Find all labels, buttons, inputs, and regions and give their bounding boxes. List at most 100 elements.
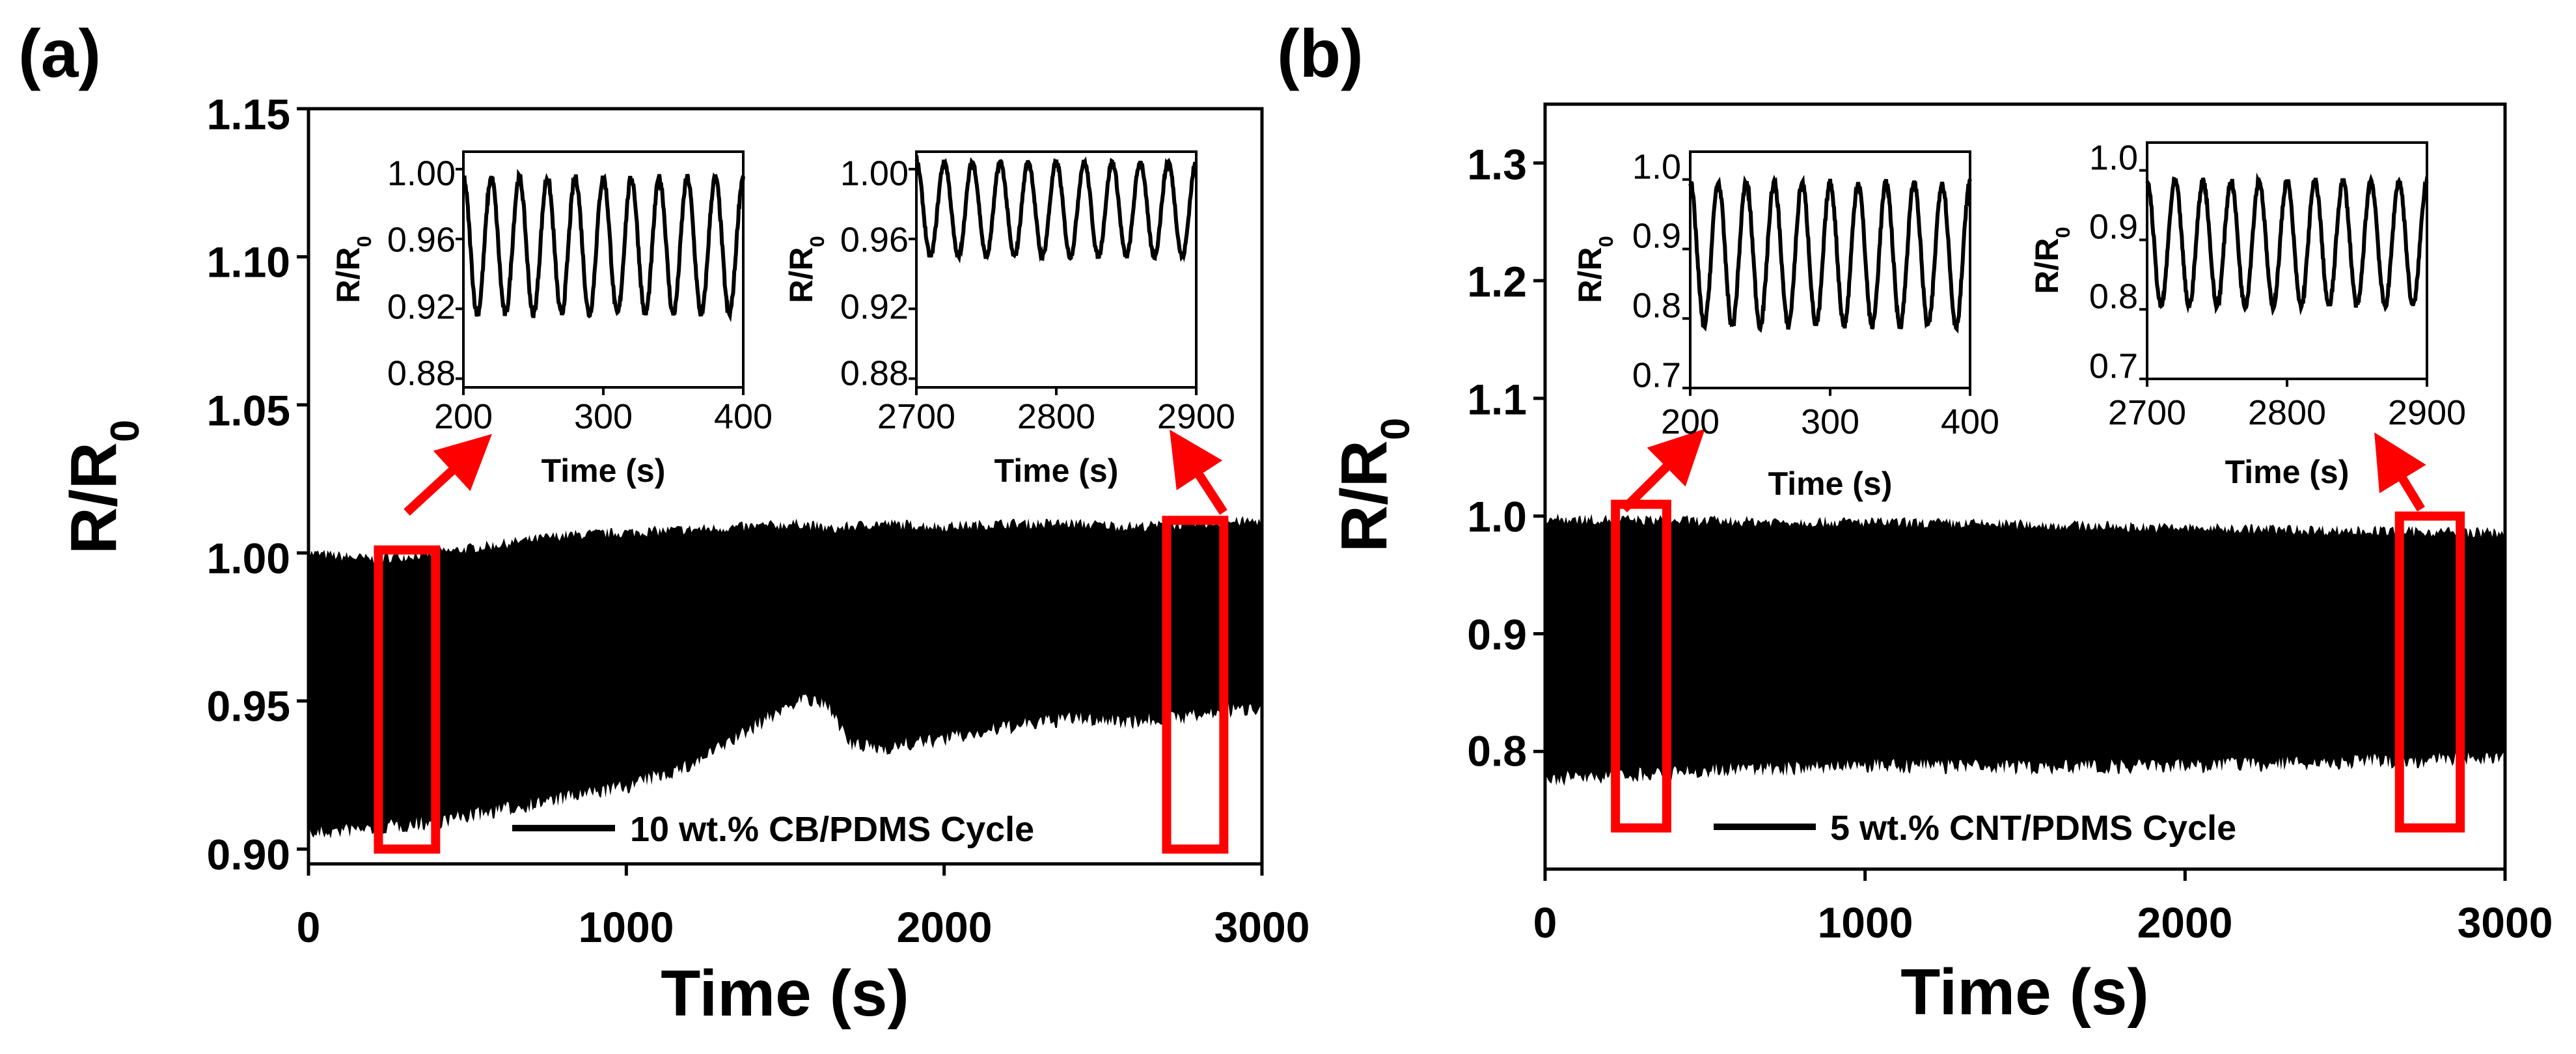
panel-a-ytick-5: 1.15 [207, 90, 290, 138]
panel-a-inset-early-ytick-0: 0.88 [387, 354, 456, 393]
panel-a-inset-late-frame [915, 150, 1198, 389]
panel-b-xtick-1: 1000 [1818, 898, 1913, 947]
panel-a-ylabel: R/R0 [57, 420, 148, 555]
panel-b-inset-late-ytick-3: 1.0 [2089, 138, 2138, 177]
panel-b-xtick-2: 2000 [2137, 898, 2233, 947]
panel-a-inset-early-xtick-1: 300 [574, 397, 633, 436]
panel-b-inset-late-ytick-0: 0.7 [2089, 346, 2138, 385]
panel-b-xtick-3: 3000 [2458, 898, 2553, 947]
panel-a-ticks [297, 107, 1264, 876]
panel-b-highlight-boxes [1611, 499, 2465, 833]
panel-b: (b) 0 1000 2000 3000 0.8 0.9 1.0 1.1 1.2… [1277, 16, 2553, 1029]
panel-b-inset-late-ytick-2: 0.9 [2089, 207, 2138, 246]
panel-b-highlight-box-late [2394, 511, 2465, 833]
panel-b-inset-early-ytick-2: 0.9 [1632, 216, 1681, 255]
panel-a-inset-late-xtick-2: 2900 [1157, 397, 1235, 436]
panel-b-label: (b) [1277, 16, 1363, 92]
panel-b-inset-late: 0.7 0.8 0.9 1.0 2700 2800 2900 Time (s) … [2029, 138, 2466, 490]
panel-a-inset-late-ylabel: R/R0 [783, 236, 829, 303]
panel-a-inset-late-xtick-0: 2700 [877, 397, 955, 436]
panel-a-arrow-early [404, 434, 492, 516]
panel-a-signal-envelope [308, 516, 1262, 841]
panel-a-inset-early-ytick-1: 0.92 [387, 287, 456, 326]
panel-a-inset-late-ytick-3: 1.00 [840, 154, 909, 193]
panel-b-xtick-0: 0 [1533, 898, 1557, 947]
panel-a-xtick-0: 0 [297, 903, 321, 951]
panel-b-ylabel: R/R0 [1328, 418, 1418, 553]
panel-b-inset-late-xtick-1: 2800 [2248, 393, 2326, 432]
panel-b-inset-early-ytick-0: 0.7 [1632, 355, 1681, 395]
panel-a-inset-early-ticks [456, 167, 745, 395]
panel-a-ytick-2: 1.00 [207, 534, 290, 582]
panel-b-arrow-late [2374, 432, 2426, 512]
panel-a-inset-early-ylabel: R/R0 [330, 236, 376, 303]
panel-b-axes-frame [1543, 102, 2507, 871]
panel-b-highlight-box-early [1611, 499, 1671, 833]
panel-a-axes-frame [307, 107, 1264, 866]
panel-b-legend-label: 5 wt.% CNT/PDMS Cycle [1830, 809, 2236, 848]
panel-b-inset-early-xlabel: Time (s) [1768, 465, 1893, 502]
panel-a-inset-early-xlabel: Time (s) [541, 452, 666, 489]
panel-a-inset-late-ytick-0: 0.88 [840, 354, 909, 393]
panel-a-highlight-box-early [374, 545, 441, 854]
panel-a-inset-early-xtick-0: 200 [434, 397, 493, 436]
panel-a-xtick-2: 2000 [897, 903, 993, 951]
panel-b-inset-early-ylabel: R/R0 [1572, 236, 1617, 303]
panel-b-plot: 0 1000 2000 3000 0.8 0.9 1.0 1.1 1.2 1.3… [1328, 102, 2553, 1029]
panel-b-inset-late-ytick-1: 0.8 [2089, 277, 2138, 316]
panel-a-highlight-box-late [1162, 516, 1229, 854]
panel-a: (a) 0 1000 2000 3000 0.90 0.95 1.00 1.05… [18, 16, 1309, 1030]
panel-a-inset-early: 0.88 0.92 0.96 1.00 200 300 400 Time (s)… [330, 150, 773, 489]
panel-a-label: (a) [18, 16, 101, 92]
panel-b-inset-late-xtick-0: 2700 [2108, 393, 2186, 432]
panel-b-xlabel: Time (s) [1900, 956, 2149, 1029]
panel-b-inset-early-xtick-0: 200 [1661, 402, 1720, 441]
panel-a-xlabel: Time (s) [661, 957, 909, 1030]
panel-b-inset-early-trace [1688, 174, 1972, 334]
panel-a-inset-early-ytick-3: 1.00 [387, 154, 456, 193]
panel-a-ytick-1: 0.95 [207, 682, 290, 730]
panel-b-legend: 5 wt.% CNT/PDMS Cycle [1714, 809, 2236, 848]
panel-b-inset-late-ticks [2139, 169, 2428, 387]
panel-b-signal-envelope [1545, 513, 2505, 786]
panel-b-ytick-3: 1.1 [1467, 375, 1527, 423]
panel-b-ytick-0: 0.8 [1467, 727, 1527, 775]
panel-b-ytick-4: 1.2 [1467, 257, 1527, 305]
panel-a-inset-late: 0.88 0.92 0.96 1.00 2700 2800 2900 Time … [783, 150, 1235, 489]
panel-a-inset-late-ytick-1: 0.92 [840, 287, 909, 326]
panel-b-ytick-2: 1.0 [1467, 492, 1527, 540]
panel-a-inset-late-ytick-2: 0.96 [840, 220, 909, 259]
panel-a-arrow-late [1170, 429, 1227, 515]
panel-a-xtick-1: 1000 [579, 903, 674, 951]
panel-b-inset-early-xtick-1: 300 [1801, 402, 1859, 441]
panel-a-ytick-4: 1.10 [207, 238, 290, 286]
panel-a-plot: 0 1000 2000 3000 0.90 0.95 1.00 1.05 1.1… [57, 90, 1309, 1030]
panel-a-inset-early-ytick-2: 0.96 [387, 220, 456, 259]
panel-b-inset-early-xtick-2: 400 [1941, 402, 1999, 441]
panel-b-inset-late-xtick-2: 2900 [2388, 393, 2466, 432]
panel-a-inset-early-trace [461, 169, 745, 322]
panel-b-inset-early-ytick-3: 1.0 [1632, 147, 1681, 186]
panel-b-inset-late-xlabel: Time (s) [2225, 454, 2350, 490]
panel-a-inset-late-xtick-1: 2800 [1017, 397, 1095, 436]
panel-a-xtick-3: 3000 [1214, 903, 1310, 951]
panel-a-legend-label: 10 wt.% CB/PDMS Cycle [630, 810, 1034, 849]
panel-b-inset-late-trace [2145, 172, 2429, 316]
panel-b-ytick-1: 0.9 [1467, 610, 1527, 658]
panel-b-arrow-early [1621, 428, 1705, 512]
panel-b-ticks [1533, 161, 2507, 881]
panel-a-ytick-3: 1.05 [207, 386, 290, 434]
panel-a-inset-late-ticks [909, 167, 1198, 395]
panel-b-inset-early-ytick-1: 0.8 [1632, 286, 1681, 325]
panel-a-legend: 10 wt.% CB/PDMS Cycle [512, 810, 1034, 849]
panel-b-inset-early: 0.7 0.8 0.9 1.0 200 300 400 Time (s) R/R… [1572, 147, 1999, 502]
panel-b-inset-early-ticks [1682, 178, 1971, 396]
panel-a-inset-early-xtick-2: 400 [714, 397, 773, 436]
panel-b-inset-late-ylabel: R/R0 [2029, 227, 2074, 294]
panel-a-ytick-0: 0.90 [207, 830, 290, 878]
panel-a-highlight-boxes [374, 516, 1229, 854]
panel-b-inset-late-frame [2146, 141, 2428, 380]
panel-a-inset-late-xlabel: Time (s) [994, 452, 1119, 489]
panel-b-ytick-5: 1.3 [1467, 140, 1527, 188]
